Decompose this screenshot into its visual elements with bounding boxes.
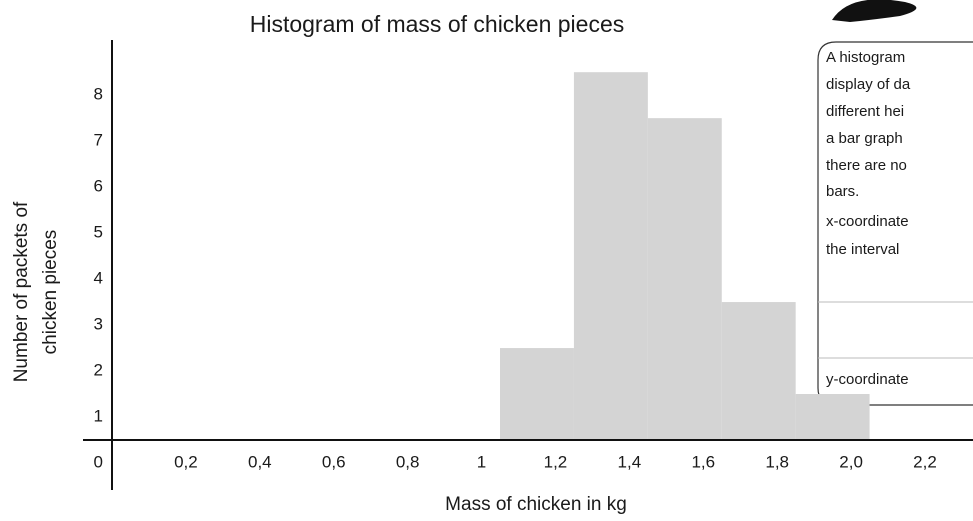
x-axis-title: Mass of chicken in kg [445, 494, 627, 515]
y-tick-label: 2 [94, 361, 103, 380]
y-tick-label: 8 [94, 85, 103, 104]
y-tick-label: 1 [94, 407, 103, 426]
x-tick-label: 0,2 [174, 452, 198, 471]
y-tick-label: 3 [94, 315, 103, 334]
x-tick-label: 2,0 [839, 452, 863, 471]
note-line: A histogram [826, 49, 905, 66]
x-tick-label: 1 [477, 452, 486, 471]
bar [647, 118, 722, 440]
x-tick-label: 0,4 [248, 452, 272, 471]
note-line: a bar graph [826, 130, 903, 147]
y-tick-label: 0 [94, 452, 103, 471]
note-line: there are no [826, 157, 907, 174]
note-line: bars. [826, 183, 859, 200]
note-line: x-coordinate [826, 213, 909, 230]
bar [795, 394, 870, 440]
bubble-tail [832, 0, 917, 22]
y-tick-label: 6 [94, 177, 103, 196]
x-tick-label: 1,4 [618, 452, 642, 471]
bar [500, 348, 574, 440]
x-tick-label: 0,6 [322, 452, 346, 471]
x-tick-label: 1,6 [691, 452, 715, 471]
note-line: display of da [826, 76, 911, 93]
x-tick-label: 2,2 [913, 452, 937, 471]
note-line: y-coordinate [826, 371, 909, 388]
y-tick-label: 5 [94, 223, 103, 242]
x-tick-label: 1,2 [544, 452, 568, 471]
note-line: the interval [826, 241, 899, 258]
y-axis-title: chicken pieces [40, 230, 61, 355]
y-tick-label: 7 [94, 131, 103, 150]
bar [721, 302, 796, 440]
y-axis-title: Number of packets of [11, 201, 32, 382]
x-tick-label: 1,8 [765, 452, 789, 471]
note-line: different hei [826, 103, 904, 120]
bar [573, 72, 648, 441]
y-tick-label: 4 [94, 269, 103, 288]
chart-title: Histogram of mass of chicken pieces [250, 11, 625, 37]
x-tick-label: 0,8 [396, 452, 420, 471]
